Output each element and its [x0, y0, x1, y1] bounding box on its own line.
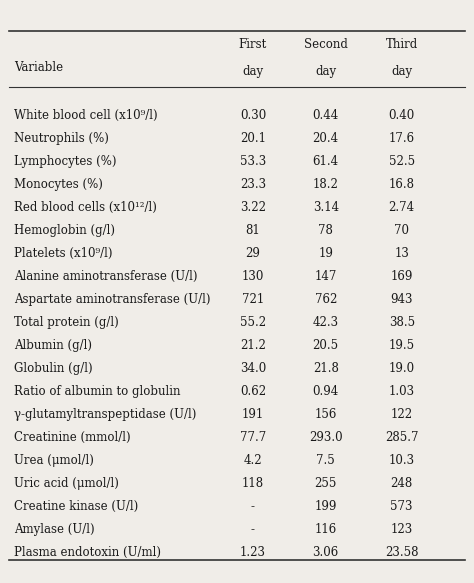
Text: Aspartate aminotransferase (U/l): Aspartate aminotransferase (U/l)	[14, 293, 210, 306]
Text: Ratio of albumin to globulin: Ratio of albumin to globulin	[14, 385, 181, 398]
Text: 29: 29	[246, 247, 260, 260]
Text: Platelets (x10⁹/l): Platelets (x10⁹/l)	[14, 247, 112, 260]
Text: 118: 118	[242, 477, 264, 490]
Text: day: day	[391, 65, 412, 78]
Text: day: day	[242, 65, 264, 78]
Text: 17.6: 17.6	[389, 132, 415, 145]
Text: 122: 122	[391, 408, 413, 422]
Text: Amylase (U/l): Amylase (U/l)	[14, 524, 95, 536]
Text: 943: 943	[391, 293, 413, 306]
Text: 23.58: 23.58	[385, 546, 419, 560]
Text: 19: 19	[319, 247, 333, 260]
Text: Third: Third	[386, 38, 418, 51]
Text: 191: 191	[242, 408, 264, 422]
Text: 70: 70	[394, 224, 409, 237]
Text: 573: 573	[391, 500, 413, 514]
Text: 19.0: 19.0	[389, 362, 415, 375]
Text: 20.1: 20.1	[240, 132, 266, 145]
Text: 0.40: 0.40	[389, 109, 415, 122]
Text: 23.3: 23.3	[240, 178, 266, 191]
Text: 16.8: 16.8	[389, 178, 415, 191]
Text: Variable: Variable	[14, 61, 63, 74]
Text: Red blood cells (x10¹²/l): Red blood cells (x10¹²/l)	[14, 201, 157, 214]
Text: 53.3: 53.3	[240, 155, 266, 168]
Text: 130: 130	[242, 270, 264, 283]
Text: 18.2: 18.2	[313, 178, 338, 191]
Text: White blood cell (x10⁹/l): White blood cell (x10⁹/l)	[14, 109, 158, 122]
Text: 285.7: 285.7	[385, 431, 419, 444]
Text: 61.4: 61.4	[313, 155, 339, 168]
Text: day: day	[315, 65, 336, 78]
Text: 3.06: 3.06	[313, 546, 339, 560]
Text: 78: 78	[319, 224, 333, 237]
Text: 293.0: 293.0	[309, 431, 343, 444]
Text: 19.5: 19.5	[389, 339, 415, 352]
Text: 55.2: 55.2	[240, 316, 266, 329]
Text: 721: 721	[242, 293, 264, 306]
Text: 248: 248	[391, 477, 413, 490]
Text: 255: 255	[315, 477, 337, 490]
Text: 7.5: 7.5	[316, 454, 335, 468]
Text: Hemoglobin (g/l): Hemoglobin (g/l)	[14, 224, 115, 237]
Text: Monocytes (%): Monocytes (%)	[14, 178, 103, 191]
Text: Albumin (g/l): Albumin (g/l)	[14, 339, 92, 352]
Text: 0.44: 0.44	[313, 109, 339, 122]
Text: Neutrophils (%): Neutrophils (%)	[14, 132, 109, 145]
Text: 156: 156	[315, 408, 337, 422]
Text: Total protein (g/l): Total protein (g/l)	[14, 316, 119, 329]
Text: 52.5: 52.5	[389, 155, 415, 168]
Text: 123: 123	[391, 524, 413, 536]
Text: 0.94: 0.94	[313, 385, 339, 398]
Text: 0.62: 0.62	[240, 385, 266, 398]
Text: 4.2: 4.2	[244, 454, 262, 468]
Text: 147: 147	[315, 270, 337, 283]
Text: 38.5: 38.5	[389, 316, 415, 329]
Text: 10.3: 10.3	[389, 454, 415, 468]
Text: Alanine aminotransferase (U/l): Alanine aminotransferase (U/l)	[14, 270, 198, 283]
Text: Second: Second	[304, 38, 347, 51]
Text: 81: 81	[246, 224, 260, 237]
Text: 1.23: 1.23	[240, 546, 266, 560]
Text: 169: 169	[391, 270, 413, 283]
Text: 116: 116	[315, 524, 337, 536]
Text: Urea (μmol/l): Urea (μmol/l)	[14, 454, 94, 468]
Text: -: -	[251, 524, 255, 536]
Text: 3.22: 3.22	[240, 201, 266, 214]
Text: Uric acid (μmol/l): Uric acid (μmol/l)	[14, 477, 119, 490]
Text: 1.03: 1.03	[389, 385, 415, 398]
Text: 20.5: 20.5	[313, 339, 339, 352]
Text: 42.3: 42.3	[313, 316, 339, 329]
Text: 2.74: 2.74	[389, 201, 415, 214]
Text: 21.2: 21.2	[240, 339, 266, 352]
Text: γ-glutamyltranspeptidase (U/l): γ-glutamyltranspeptidase (U/l)	[14, 408, 196, 422]
Text: Creatine kinase (U/l): Creatine kinase (U/l)	[14, 500, 138, 514]
Text: Globulin (g/l): Globulin (g/l)	[14, 362, 92, 375]
Text: 3.14: 3.14	[313, 201, 339, 214]
Text: 762: 762	[315, 293, 337, 306]
Text: First: First	[239, 38, 267, 51]
Text: -: -	[251, 500, 255, 514]
Text: Plasma endotoxin (U/ml): Plasma endotoxin (U/ml)	[14, 546, 161, 560]
Text: 77.7: 77.7	[240, 431, 266, 444]
Text: 0.30: 0.30	[240, 109, 266, 122]
Text: Creatinine (mmol/l): Creatinine (mmol/l)	[14, 431, 131, 444]
Text: 20.4: 20.4	[313, 132, 339, 145]
Text: 21.8: 21.8	[313, 362, 338, 375]
Text: 13: 13	[394, 247, 409, 260]
Text: Lymphocytes (%): Lymphocytes (%)	[14, 155, 117, 168]
Text: 34.0: 34.0	[240, 362, 266, 375]
Text: 199: 199	[315, 500, 337, 514]
